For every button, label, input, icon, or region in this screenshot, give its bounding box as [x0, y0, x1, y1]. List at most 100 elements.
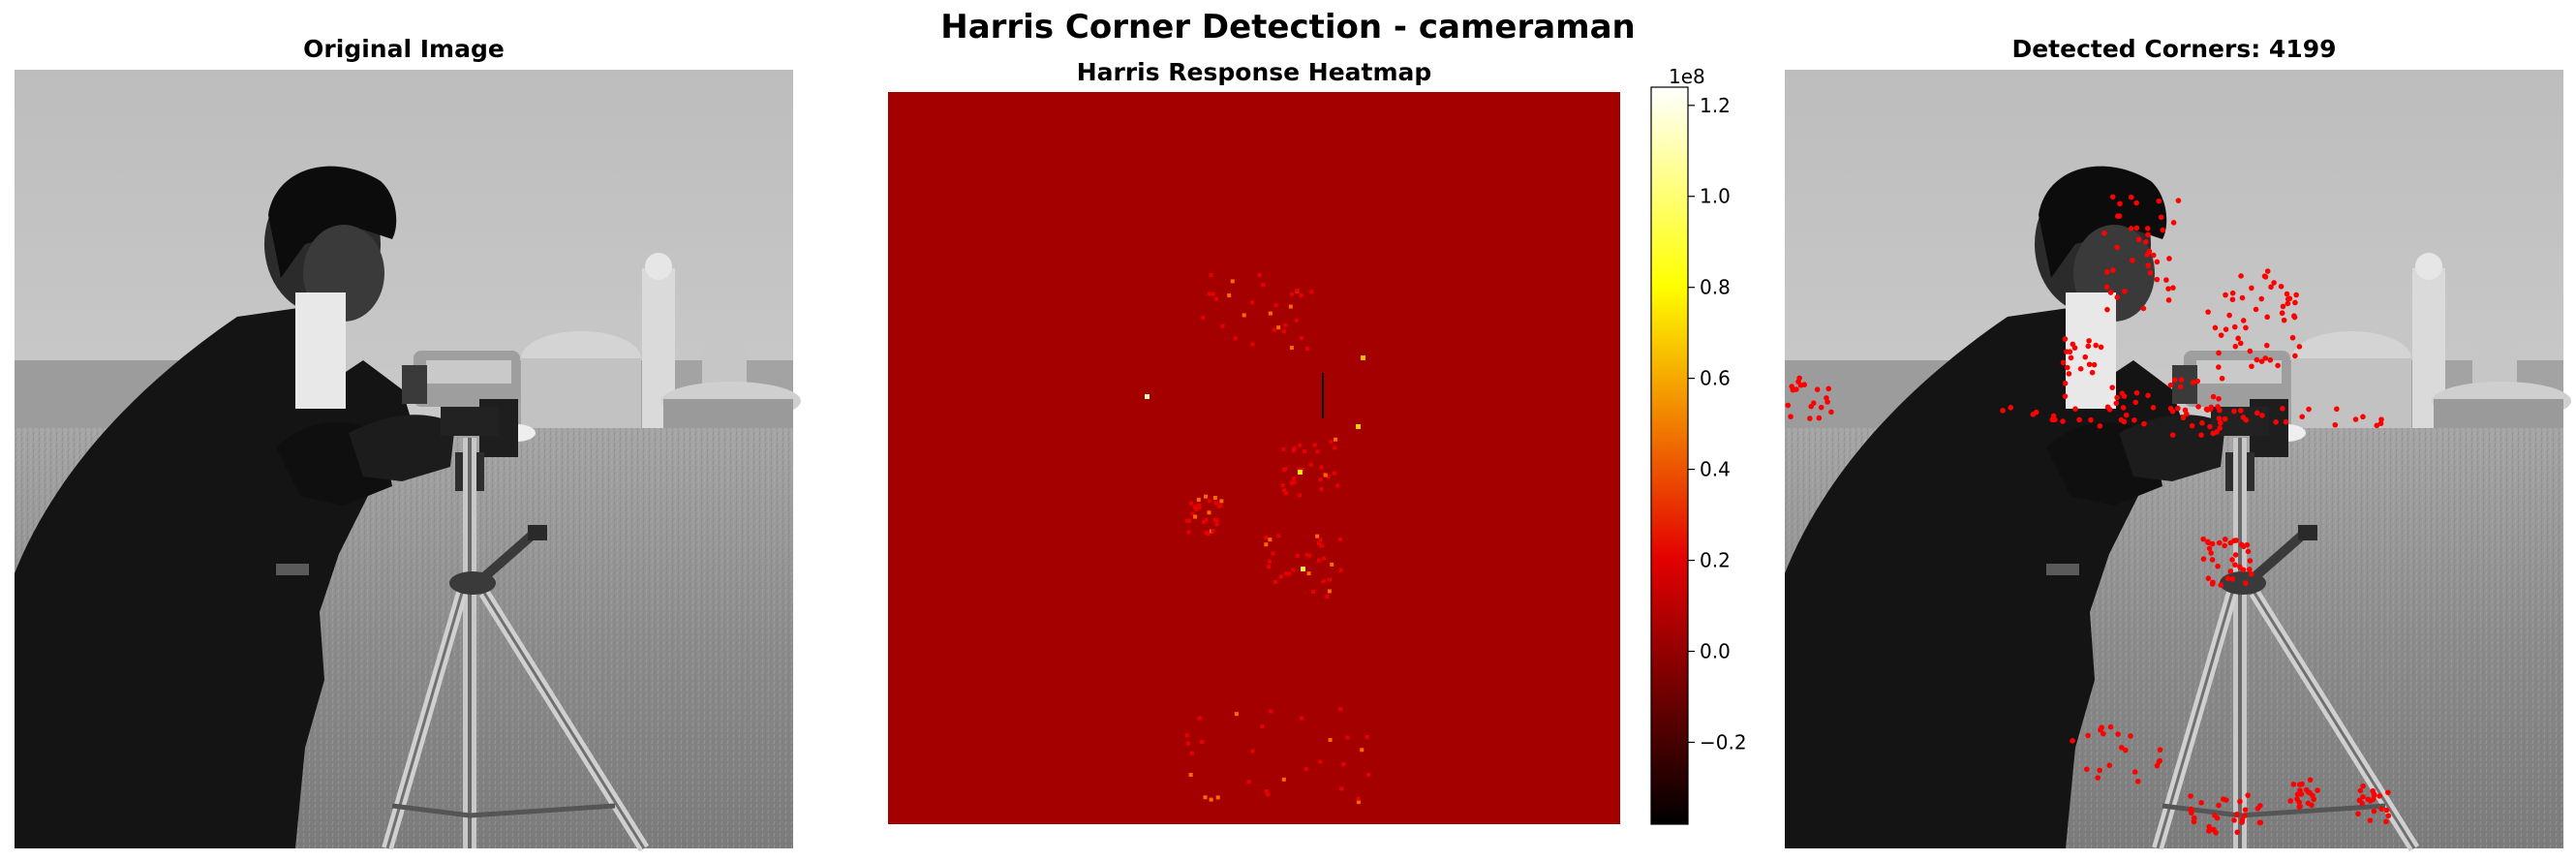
- corner-marker: [2145, 392, 2151, 399]
- panel-title-heatmap: Harris Response Heatmap: [1076, 58, 1432, 86]
- corner-marker: [2371, 808, 2377, 815]
- heatmap-spot: [1264, 542, 1269, 547]
- heatmap-spot: [1292, 446, 1297, 450]
- heatmap-hotspots: [1145, 273, 1371, 805]
- heatmap-spot: [1283, 323, 1288, 327]
- corner-marker: [2234, 811, 2240, 817]
- corner-marker: [2119, 745, 2125, 751]
- corner-marker: [2240, 415, 2247, 420]
- corner-marker: [2051, 416, 2058, 423]
- corner-marker: [2283, 418, 2289, 425]
- panel-title-original: Original Image: [303, 35, 505, 63]
- corner-marker: [2284, 291, 2290, 297]
- corner-marker: [2279, 310, 2285, 317]
- corner-marker: [2210, 393, 2217, 400]
- corner-marker: [2239, 819, 2245, 825]
- corner-marker: [2371, 791, 2377, 797]
- heatmap-spot: [1303, 449, 1307, 454]
- heatmap-spot: [1288, 304, 1293, 309]
- corner-marker: [2093, 342, 2099, 349]
- corner-marker: [2292, 353, 2298, 359]
- corner-marker: [2285, 300, 2291, 307]
- corner-marker: [2062, 380, 2069, 386]
- heatmap-spot: [1291, 448, 1296, 453]
- corner-marker: [2198, 800, 2204, 806]
- heatmap-spot: [1290, 292, 1295, 296]
- heatmap-peak: [1361, 355, 1365, 360]
- heatmap-spot: [1280, 483, 1285, 488]
- corner-marker: [2200, 536, 2206, 542]
- corner-marker: [2232, 552, 2239, 558]
- heatmap-spot: [1283, 571, 1288, 576]
- corner-marker: [2150, 252, 2157, 259]
- corner-marker: [2254, 410, 2260, 416]
- corner-marker: [2132, 399, 2139, 406]
- corner-marker: [2104, 306, 2110, 313]
- heatmap-spot: [1189, 501, 1194, 506]
- corner-marker: [2306, 406, 2312, 413]
- corner-marker: [2128, 733, 2133, 739]
- corner-marker: [2198, 432, 2204, 439]
- heatmap-spot: [1271, 551, 1275, 556]
- corner-marker: [2205, 575, 2212, 581]
- corner-marker: [2060, 359, 2067, 366]
- heatmap-spot: [1297, 493, 1302, 498]
- heatmap-spot: [1316, 541, 1321, 546]
- corner-marker: [2070, 738, 2075, 744]
- heatmap-spot: [1204, 494, 1209, 499]
- heatmap-spot: [1203, 795, 1208, 800]
- corner-marker: [2091, 361, 2098, 368]
- corner-marker: [2275, 362, 2281, 369]
- heatmap-spot: [1268, 538, 1273, 542]
- corner-marker: [2097, 767, 2102, 774]
- corner-marker: [2227, 569, 2234, 574]
- heatmap-spot: [1356, 800, 1361, 805]
- corner-marker: [2208, 550, 2215, 556]
- corner-marker: [2121, 418, 2128, 425]
- heatmap-spot: [1325, 595, 1330, 600]
- corner-marker: [2229, 290, 2236, 296]
- corner-marker: [2133, 389, 2140, 396]
- heatmap-spot: [1192, 505, 1197, 509]
- heatmap-spot: [1315, 534, 1320, 538]
- heatmap-spot: [1190, 511, 1195, 516]
- corner-marker: [2239, 294, 2246, 301]
- corner-marker: [2123, 412, 2130, 418]
- heatmap-spot: [1299, 293, 1303, 298]
- corner-marker: [2216, 395, 2222, 402]
- corner-marker: [2291, 314, 2298, 321]
- corner-marker: [2258, 358, 2265, 364]
- heatmap-spot: [1319, 543, 1324, 548]
- corner-marker: [2117, 200, 2123, 207]
- heatmap-spot: [1204, 531, 1209, 536]
- corner-marker: [2133, 200, 2139, 206]
- corner-marker: [2097, 423, 2103, 429]
- corner-marker: [2264, 268, 2271, 274]
- corner-marker: [2130, 258, 2135, 263]
- corner-marker: [2226, 312, 2232, 319]
- corner-marker: [2095, 775, 2101, 781]
- corner-marker: [2134, 778, 2141, 784]
- corner-marker: [2008, 405, 2014, 411]
- corner-marker: [2204, 407, 2211, 413]
- corner-marker: [2076, 416, 2082, 423]
- corner-marker: [2253, 306, 2259, 313]
- corner-marker: [2357, 787, 2364, 794]
- corner-marker: [2249, 363, 2254, 370]
- corner-marker: [2120, 405, 2127, 411]
- heatmap-spot: [1365, 735, 1369, 740]
- corner-marker: [2206, 545, 2213, 552]
- corner-marker: [2217, 425, 2223, 431]
- corners-image-axes: [1785, 70, 2571, 848]
- corner-marker: [1796, 375, 1802, 382]
- heatmap-spot: [1300, 467, 1304, 472]
- heatmap-spot: [1337, 537, 1342, 541]
- corner-marker: [1824, 395, 1829, 401]
- corner-marker: [2085, 732, 2091, 739]
- corner-marker: [2378, 416, 2384, 422]
- corner-marker: [2180, 415, 2187, 421]
- corner-marker: [2315, 787, 2320, 793]
- corner-marker: [2280, 405, 2285, 412]
- corner-marker: [2231, 408, 2237, 415]
